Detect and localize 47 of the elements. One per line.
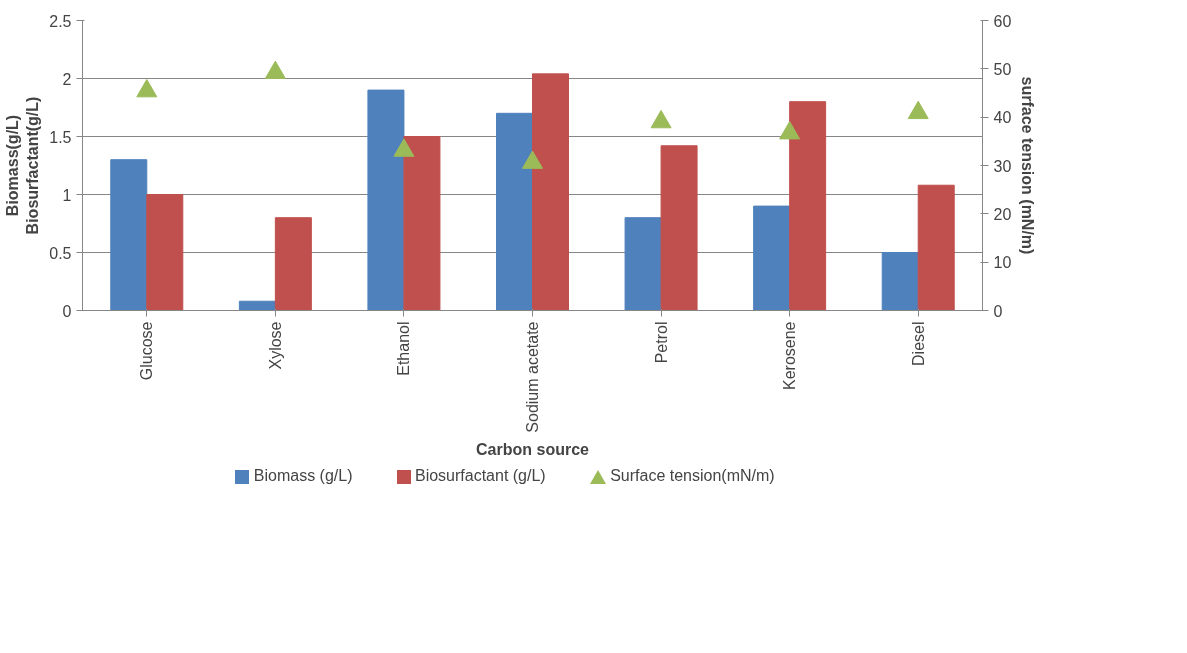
bar <box>660 145 698 311</box>
bar <box>403 136 441 311</box>
y-tick-label: 2 <box>62 70 72 88</box>
x-tick-label: Kerosene <box>781 321 799 390</box>
y2-tick-label: 40 <box>993 109 1012 127</box>
point <box>264 60 286 79</box>
bar <box>789 101 827 311</box>
bar <box>496 112 533 311</box>
point <box>650 109 672 129</box>
bar <box>917 184 955 311</box>
y2-tick-label: 50 <box>993 60 1012 78</box>
x-tick-label: Petrol <box>652 321 670 364</box>
point <box>136 79 158 98</box>
y2-tick-label: 60 <box>993 12 1012 30</box>
x-tick-label: Xylose <box>266 321 284 370</box>
bar <box>367 89 405 311</box>
y-tick-label: 0 <box>62 302 72 320</box>
y2-axis-title: surface tension (mN/m) <box>1019 76 1037 255</box>
point <box>522 150 543 169</box>
y2-tick-label: 30 <box>993 157 1012 175</box>
y-tick-label: 0.5 <box>49 244 72 262</box>
bar <box>624 217 662 311</box>
x-tick-label: Diesel <box>909 321 927 366</box>
bar <box>110 159 148 311</box>
bar <box>532 73 569 311</box>
bar <box>274 217 312 311</box>
x-tick-label: Ethanol <box>395 321 413 376</box>
point <box>779 121 801 140</box>
point <box>393 138 415 157</box>
bar <box>238 300 276 311</box>
y2-tick-label: 10 <box>993 254 1012 272</box>
x-tick-label: Sodium acetate <box>524 321 541 433</box>
legend-label: Biosurfactant (g/L) <box>414 467 546 485</box>
x-axis-title: Carbon source <box>476 440 590 458</box>
legend-label: Biomass (g/L) <box>253 467 353 485</box>
point <box>907 100 929 120</box>
bar <box>753 205 791 311</box>
y-axis-title: Biomass(g/L) Biosurfactant(g/L) <box>3 96 42 235</box>
bar <box>881 252 919 311</box>
bar <box>146 194 184 311</box>
y-tick-label: 2.5 <box>49 12 72 30</box>
y2-tick-label: 20 <box>993 205 1012 223</box>
legend-label: Surface tension(mN/m) <box>610 467 775 485</box>
y-tick-label: 1.5 <box>49 128 72 146</box>
y-tick-label: 1 <box>62 186 72 204</box>
y2-tick-label: 0 <box>993 302 1003 320</box>
x-tick-label: Glucose <box>138 321 156 381</box>
